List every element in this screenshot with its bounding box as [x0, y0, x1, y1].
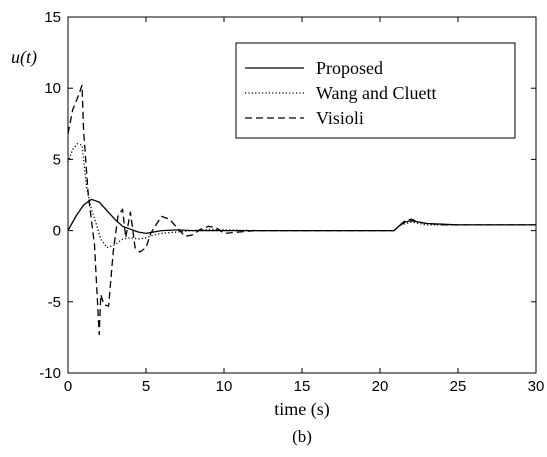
y-axis-label: u(t): [11, 47, 37, 68]
series-line-visioli: [67, 84, 536, 336]
legend-box: [235, 42, 516, 139]
y-tick-label: -10: [39, 365, 61, 382]
x-tick-label: 30: [528, 378, 545, 395]
x-axis-label: time (s): [274, 399, 330, 420]
legend-label-visioli: Visioli: [316, 108, 364, 128]
series-layer: [67, 84, 536, 336]
x-tick-label: 15: [294, 378, 311, 395]
y-tick-label: 5: [53, 151, 61, 168]
legend-label-proposed: Proposed: [316, 58, 383, 78]
x-tick-label: 25: [450, 378, 467, 395]
legend: Proposed Wang and Cluett Visioli: [235, 42, 516, 139]
y-tick-label: 0: [53, 223, 61, 240]
x-tick-label: 10: [216, 378, 233, 395]
series-line-proposed: [67, 198, 536, 235]
y-tick-label: -5: [48, 294, 61, 311]
legend-label-wang-cluett: Wang and Cluett: [316, 83, 437, 103]
x-tick-label: 0: [64, 378, 72, 395]
y-tick-label: 10: [44, 80, 61, 97]
x-tick-label: 5: [142, 378, 150, 395]
y-tick-label: 15: [44, 9, 61, 26]
figure-caption: (b): [292, 427, 312, 446]
axis-ticks: 0 5 10 15 20 25 30 -10 -5 0 5 10 15: [39, 9, 544, 395]
x-tick-label: 20: [372, 378, 389, 395]
